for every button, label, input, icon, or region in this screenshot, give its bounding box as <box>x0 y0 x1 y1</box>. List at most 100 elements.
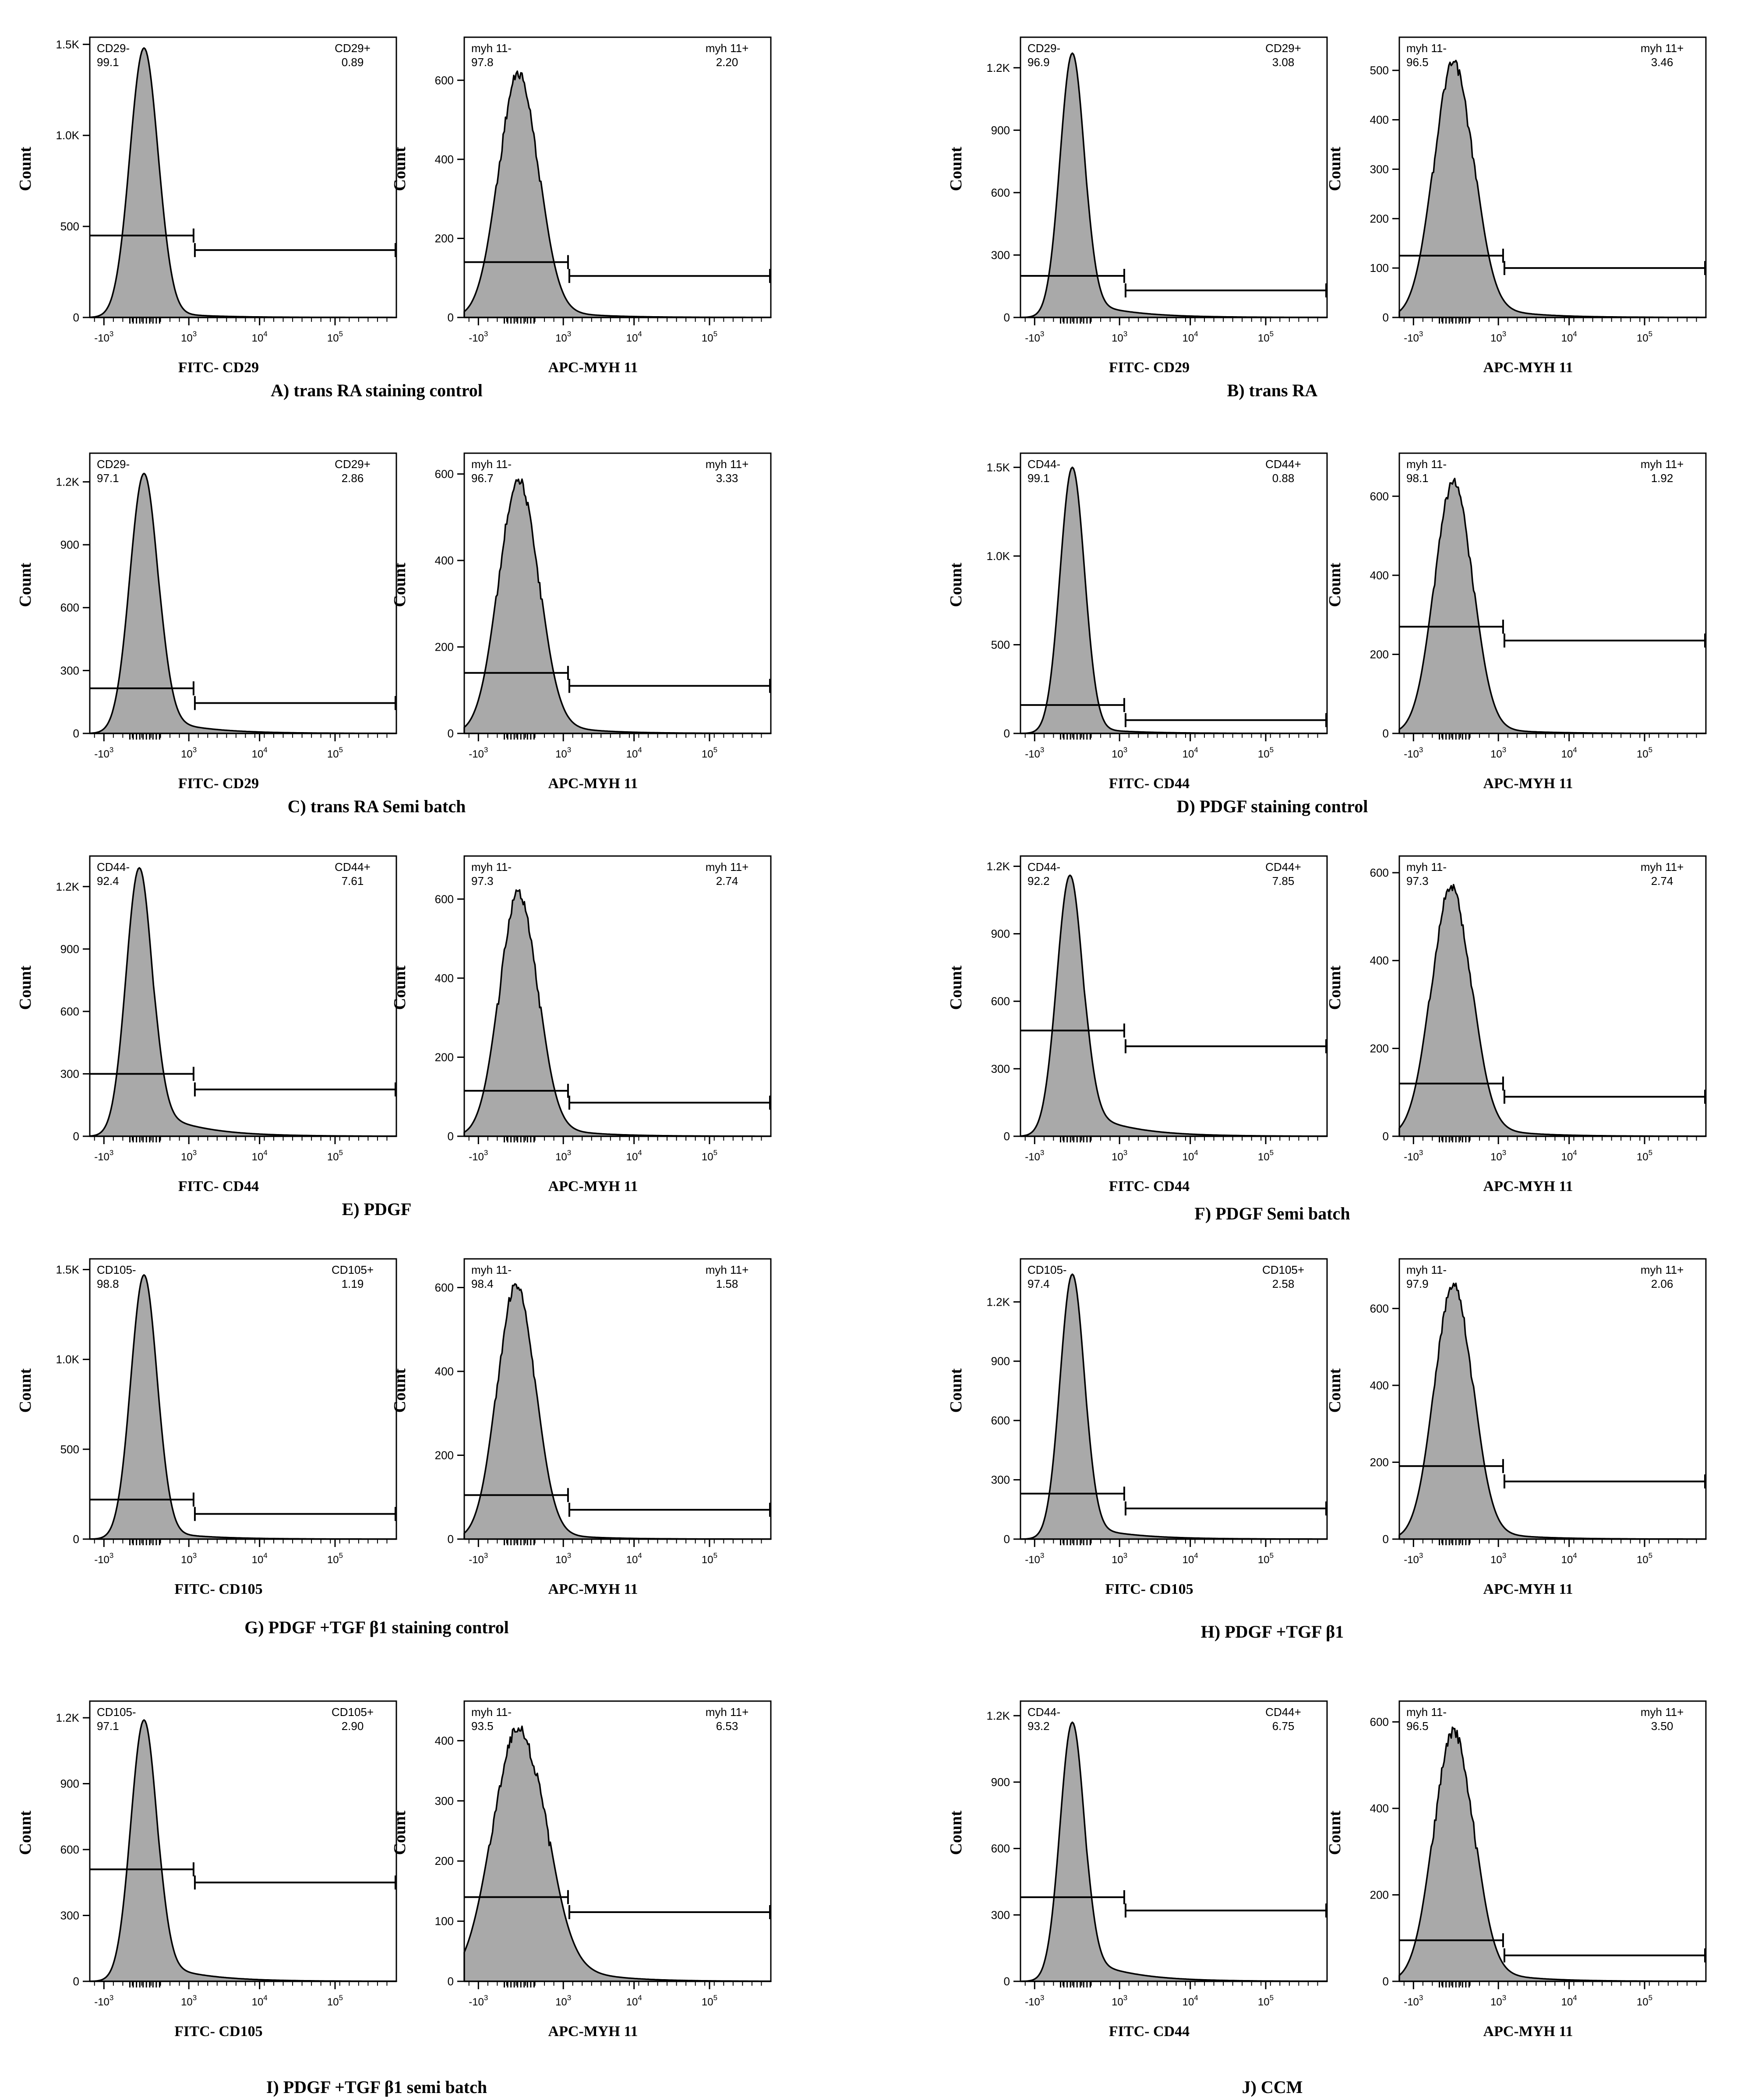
gate-negative-label: CD44- <box>1027 860 1060 874</box>
y-axis-label: Count <box>1326 1368 1344 1413</box>
gate-negative-label: myh 11- <box>471 1263 512 1276</box>
gate-positive-label: CD105+ <box>1262 1263 1304 1276</box>
gate-positive-value: 3.08 <box>1272 56 1295 69</box>
y-tick-label: 0 <box>1383 311 1389 324</box>
y-tick-label: 400 <box>435 972 454 985</box>
gate-negative-value: 99.1 <box>97 56 119 69</box>
gate-negative-label: myh 11- <box>471 860 512 874</box>
panel-caption-i: I) PDGF +TGF β1 semi batch <box>266 2077 487 2097</box>
y-tick-label: 0 <box>1004 1975 1010 1988</box>
y-tick-label: 1.0K <box>987 550 1010 563</box>
y-tick-label: 300 <box>1370 162 1389 176</box>
x-tick-label: 105 <box>702 1149 717 1163</box>
gate-positive-label: myh 11+ <box>1641 42 1684 55</box>
y-tick-label: 0 <box>73 1130 79 1143</box>
gate-positive-label: myh 11+ <box>706 458 749 471</box>
gate-positive-value: 1.92 <box>1651 472 1673 485</box>
gate-positive-label: myh 11+ <box>1641 1705 1684 1719</box>
x-axis-label: FITC- CD44 <box>178 1178 259 1194</box>
gate-positive-value: 6.75 <box>1272 1719 1295 1733</box>
gate-negative-value: 93.5 <box>471 1719 494 1733</box>
y-tick-label: 600 <box>435 74 454 87</box>
x-tick-label: -103 <box>1025 1994 1044 2008</box>
y-tick-label: 0 <box>73 727 79 740</box>
y-tick-label: 400 <box>1370 1802 1389 1815</box>
y-tick-label: 200 <box>435 232 454 245</box>
x-tick-label: 105 <box>1637 1994 1652 2008</box>
gate-negative-value: 97.8 <box>471 56 494 69</box>
y-tick-label: 1.5K <box>56 1263 80 1276</box>
x-tick-label: -103 <box>469 746 488 760</box>
histogram-panel-d-apc: 0 200 400 600 -103 103 104 105 myh 11-98.1 myh 11… <box>1326 452 1707 792</box>
x-tick-label: 103 <box>1490 1149 1506 1163</box>
y-tick-label: 900 <box>60 1777 79 1790</box>
x-axis-label: FITC- CD105 <box>1105 1581 1193 1597</box>
x-tick-label: 103 <box>181 1551 197 1566</box>
x-tick-label: 103 <box>181 1149 197 1163</box>
x-tick-label: 103 <box>1490 1551 1506 1566</box>
y-tick-label: 600 <box>1370 1716 1389 1729</box>
panel-caption-j: J) CCM <box>1242 2077 1303 2097</box>
histogram-panel-b-apc: 0 100 200 300 400 500 -103 103 104 105 myh 11-96.5… <box>1326 36 1707 376</box>
y-tick-label: 400 <box>1370 113 1389 127</box>
x-tick-label: 104 <box>626 1551 642 1566</box>
gate-positive-value: 2.06 <box>1651 1277 1673 1290</box>
gate-positive-label: myh 11+ <box>706 1705 749 1719</box>
x-tick-label: 103 <box>1112 1551 1127 1566</box>
y-axis-label: Count <box>391 1368 409 1413</box>
gate-negative-value: 98.8 <box>97 1277 119 1290</box>
gate-positive-value: 3.46 <box>1651 56 1673 69</box>
x-tick-label: -103 <box>469 1994 488 2008</box>
panel-caption-f: F) PDGF Semi batch <box>1194 1204 1350 1223</box>
y-tick-label: 500 <box>60 1443 79 1456</box>
y-tick-label: 400 <box>1370 954 1389 967</box>
x-tick-label: 103 <box>555 1994 571 2008</box>
x-axis-label: FITC- CD29 <box>178 775 259 792</box>
histogram-area <box>1398 478 1707 734</box>
y-tick-label: 900 <box>991 927 1010 941</box>
panel-caption-c: C) trans RA Semi batch <box>288 796 466 816</box>
x-tick-label: 105 <box>1637 330 1652 344</box>
y-tick-label: 0 <box>448 1975 454 1988</box>
gate-negative-value: 96.5 <box>1406 1719 1429 1733</box>
histogram-area <box>1398 1283 1707 1540</box>
gate-positive-label: CD105+ <box>332 1705 374 1719</box>
gate-negative-value: 99.1 <box>1027 472 1050 485</box>
x-axis-label: APC-MYH 11 <box>548 1178 638 1194</box>
y-tick-label: 400 <box>1370 1379 1389 1392</box>
y-tick-label: 0 <box>1383 1975 1389 1988</box>
gate-negative-value: 96.9 <box>1027 56 1050 69</box>
x-tick-label: 104 <box>1183 1994 1198 2008</box>
panel-caption-b: B) trans RA <box>1227 381 1318 400</box>
y-tick-label: 1.0K <box>56 1353 80 1366</box>
gate-positive-label: CD29+ <box>335 458 371 471</box>
x-tick-label: 105 <box>702 330 717 344</box>
x-tick-label: 104 <box>1561 746 1577 760</box>
x-axis-label: FITC- CD44 <box>1109 1178 1190 1194</box>
gate-positive-value: 1.58 <box>716 1277 738 1290</box>
x-tick-label: 104 <box>1183 1149 1198 1163</box>
x-tick-label: 103 <box>555 746 571 760</box>
histogram-panel-b-fitc: 0 300 600 900 1.2K -103 103 104 105 CD29-96.9 CD29… <box>947 36 1328 376</box>
y-tick-label: 1.2K <box>56 1711 80 1724</box>
y-axis-label: Count <box>947 1368 965 1413</box>
x-tick-label: 105 <box>1258 1994 1274 2008</box>
gate-negative-value: 93.2 <box>1027 1719 1050 1733</box>
gate-negative-label: myh 11- <box>1406 860 1447 874</box>
y-tick-label: 200 <box>1370 212 1389 225</box>
x-axis-label: APC-MYH 11 <box>1483 1581 1573 1597</box>
x-axis-label: APC-MYH 11 <box>1483 775 1573 792</box>
histogram-area <box>463 70 772 318</box>
y-tick-label: 200 <box>435 1050 454 1064</box>
y-tick-label: 0 <box>1004 727 1010 740</box>
x-tick-label: 104 <box>252 1149 268 1163</box>
y-tick-label: 900 <box>991 123 1010 137</box>
gate-positive-label: CD44+ <box>335 860 371 874</box>
x-tick-label: 105 <box>1258 1149 1274 1163</box>
y-tick-label: 600 <box>991 1414 1010 1427</box>
gate-negative-label: myh 11- <box>1406 1705 1447 1719</box>
y-tick-label: 1.2K <box>987 1709 1010 1722</box>
y-tick-label: 1.2K <box>987 860 1010 873</box>
y-axis-label: Count <box>16 1368 35 1413</box>
